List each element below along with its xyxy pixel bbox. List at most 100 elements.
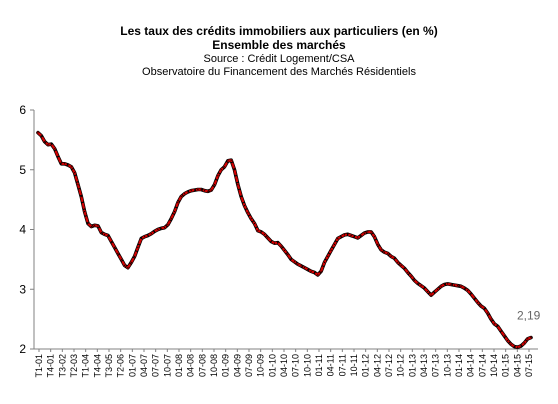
x-tick-label: 04-07 [139, 354, 149, 377]
x-tick-label: 10-09 [256, 354, 266, 377]
x-tick-label: 01-14 [454, 354, 464, 377]
data-point [530, 337, 532, 339]
data-point [440, 285, 442, 287]
data-point [337, 237, 339, 240]
chart-subtitle: Ensemble des marchés [212, 38, 346, 52]
data-point [273, 242, 276, 244]
y-tick-label: 5 [19, 163, 26, 177]
x-tick-label: 07-09 [244, 354, 254, 377]
data-point [204, 190, 206, 192]
x-tick-label: 07-12 [384, 354, 394, 377]
data-point [300, 265, 302, 267]
x-tick-label: T4-04 [92, 354, 102, 378]
x-tick-label: 04-12 [372, 354, 382, 377]
x-tick-label: 04-13 [419, 354, 429, 377]
data-point [124, 264, 126, 266]
data-point [417, 282, 419, 284]
data-point [457, 285, 459, 287]
data-point [443, 283, 445, 286]
x-tick-label: 01-13 [407, 354, 417, 377]
data-point [363, 232, 365, 234]
data-point [377, 243, 379, 245]
data-point [517, 346, 519, 348]
x-tick-label: 07-07 [151, 354, 161, 377]
data-point [127, 267, 129, 269]
data-point [447, 283, 449, 285]
data-point [77, 184, 79, 186]
x-tick-label: 04-10 [279, 354, 289, 377]
data-point [347, 233, 349, 235]
data-point [117, 252, 119, 254]
data-point [37, 132, 39, 134]
data-point [97, 225, 99, 227]
y-tick-label: 3 [19, 282, 26, 296]
data-point [87, 222, 89, 225]
data-point [80, 196, 82, 198]
data-point [250, 218, 252, 220]
data-point [243, 205, 246, 207]
data-point [430, 294, 432, 296]
x-tick-label: 07-10 [291, 354, 301, 377]
data-point [197, 188, 199, 191]
data-point [523, 342, 525, 344]
data-point [257, 230, 259, 232]
data-point [490, 318, 492, 320]
y-tick-label: 2 [19, 342, 26, 356]
data-point [104, 233, 106, 235]
data-point [230, 159, 232, 161]
data-point [503, 335, 505, 337]
x-tick-label: 07-15 [524, 354, 534, 377]
chart-title: Les taux des crédits immobiliers aux par… [120, 24, 438, 38]
data-point [220, 169, 222, 171]
data-point [313, 271, 316, 274]
data-point [467, 289, 469, 291]
data-point [407, 271, 409, 274]
x-tick-label: 04-15 [512, 354, 522, 377]
data-point [147, 234, 149, 237]
x-tick-label: T1-01 [34, 354, 44, 378]
data-point [360, 234, 362, 237]
x-tick-label: 10-10 [302, 354, 312, 377]
data-point [213, 184, 216, 186]
data-point [433, 291, 435, 293]
data-point [370, 231, 372, 233]
data-point [194, 189, 196, 191]
data-point [223, 166, 226, 168]
data-point [57, 156, 59, 158]
data-point [310, 270, 312, 272]
data-point [327, 255, 329, 257]
data-point [460, 285, 462, 287]
x-tick-label: 10-08 [209, 354, 219, 377]
data-point [84, 211, 86, 213]
data-point [367, 231, 369, 233]
data-point [263, 233, 266, 235]
data-point [427, 291, 429, 293]
data-point [287, 254, 289, 256]
data-point [247, 212, 249, 214]
series-line-shadow [36, 130, 533, 349]
data-point [253, 222, 256, 225]
data-point [390, 255, 392, 257]
data-point [137, 246, 139, 248]
data-point [410, 275, 412, 277]
x-tick-label: 01-11 [314, 354, 324, 376]
data-point [307, 268, 309, 271]
data-point [333, 243, 336, 245]
data-point [383, 251, 385, 253]
data-point [170, 218, 172, 220]
data-point [437, 288, 439, 290]
data-point [373, 236, 375, 238]
y-tick-label: 4 [19, 223, 26, 237]
data-point [227, 160, 229, 162]
data-point [520, 345, 522, 347]
x-tick-label: 04-08 [186, 354, 196, 377]
data-point [150, 233, 152, 235]
data-point [50, 143, 52, 145]
x-tick-label: T2-03 [69, 354, 79, 378]
data-point [400, 264, 402, 266]
data-point [420, 285, 422, 287]
data-point [280, 245, 282, 247]
y-tick-label: 6 [19, 103, 26, 117]
x-tick-label: T4-01 [46, 354, 56, 378]
